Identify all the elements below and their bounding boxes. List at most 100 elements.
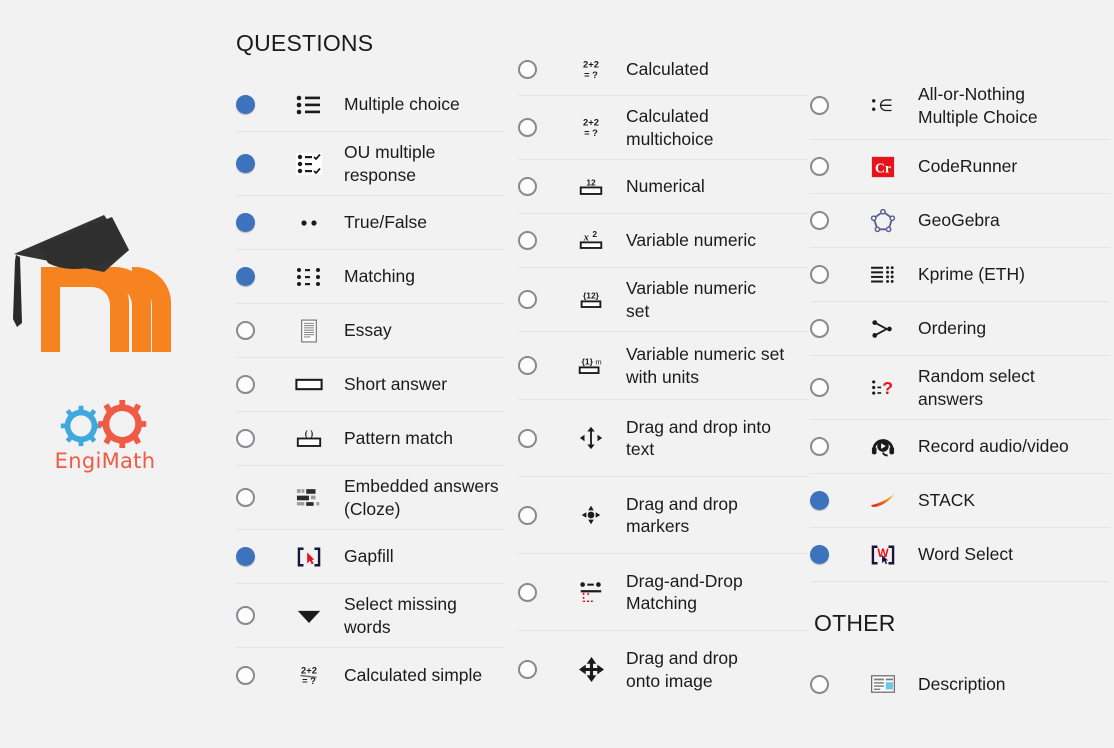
- question-type-true-false[interactable]: True/False: [236, 196, 504, 250]
- radio-word-select[interactable]: [810, 545, 829, 564]
- radio-calculated[interactable]: [518, 60, 537, 79]
- question-type-label: Embedded answers (Cloze): [344, 476, 499, 519]
- question-type-label: Matching: [344, 266, 416, 287]
- question-type-drag-drop-image[interactable]: Drag and drop onto image: [518, 631, 808, 708]
- multiple-choice-icon: [286, 94, 332, 116]
- question-type-stack[interactable]: STACK: [810, 474, 1110, 528]
- question-list-2: 2+2 = ? Calculated 2+2 = ? Calculated mu…: [518, 44, 808, 708]
- question-type-drag-drop-text[interactable]: Drag and drop into text: [518, 400, 808, 477]
- question-type-ordering[interactable]: Ordering: [810, 302, 1110, 356]
- radio-pattern-match[interactable]: [236, 429, 255, 448]
- radio-drag-drop-markers[interactable]: [518, 505, 537, 525]
- radio-embedded-answers[interactable]: [236, 488, 255, 507]
- drag-drop-text-icon: [568, 425, 614, 451]
- drag-drop-image-icon: [568, 656, 614, 683]
- svg-text:m: m: [595, 358, 601, 367]
- radio-drag-drop-text[interactable]: [518, 428, 537, 448]
- record-av-icon: [860, 435, 906, 459]
- question-type-label: Drag and drop into text: [626, 416, 771, 459]
- variable-numeric-icon: x 2: [568, 229, 614, 252]
- question-type-variable-numeric-set[interactable]: {12} Variable numeric set: [518, 268, 808, 332]
- question-type-record-av[interactable]: Record audio/video: [810, 420, 1110, 474]
- radio-ordering[interactable]: [810, 319, 829, 338]
- radio-drag-drop-image[interactable]: [518, 660, 537, 679]
- question-type-word-select[interactable]: W Word Select: [810, 528, 1110, 582]
- question-type-random-select[interactable]: ? Random select answers: [810, 356, 1110, 420]
- radio-kprime[interactable]: [810, 265, 829, 284]
- coderunner-icon: Cr: [860, 155, 906, 179]
- radio-all-or-nothing[interactable]: [810, 96, 829, 115]
- question-type-drag-drop-markers[interactable]: Drag and drop markers: [518, 477, 808, 554]
- stack-icon: [860, 491, 906, 510]
- ordering-icon: [860, 318, 906, 340]
- radio-calculated-simple[interactable]: [236, 665, 255, 685]
- calculated-multichoice-icon: 2+2 = ?: [568, 116, 614, 139]
- question-type-geogebra[interactable]: GeoGebra: [810, 194, 1110, 248]
- radio-select-missing-words[interactable]: [236, 606, 255, 625]
- radio-ou-multiple-response[interactable]: [236, 154, 255, 173]
- question-type-ou-multiple-response[interactable]: OU multiple response: [236, 132, 504, 196]
- question-type-description[interactable]: Description: [810, 659, 1110, 709]
- question-type-label: Calculated multichoice: [626, 106, 714, 149]
- radio-matching[interactable]: [236, 267, 255, 286]
- question-type-essay[interactable]: Essay: [236, 304, 504, 358]
- question-type-drag-drop-matching[interactable]: Drag-and-Drop Matching: [518, 554, 808, 631]
- radio-stack[interactable]: [810, 491, 829, 510]
- question-type-embedded-answers[interactable]: Embedded answers (Cloze): [236, 466, 504, 530]
- questions-heading: QUESTIONS: [236, 30, 374, 56]
- pattern-match-icon: ( ): [286, 427, 332, 450]
- question-type-all-or-nothing[interactable]: ∈ All-or-Nothing Multiple Choice: [810, 72, 1110, 140]
- radio-multiple-choice[interactable]: [236, 95, 255, 114]
- calculated-icon: 2+2 = ?: [568, 58, 614, 81]
- radio-numerical[interactable]: [518, 177, 537, 196]
- radio-calculated-multichoice[interactable]: [518, 118, 537, 137]
- question-type-variable-numeric-set-units[interactable]: {1} m Variable numeric set with units: [518, 332, 808, 400]
- question-type-label: CodeRunner: [918, 156, 1018, 177]
- radio-gapfill[interactable]: [236, 547, 255, 566]
- question-type-label: OU multiple response: [344, 142, 436, 185]
- question-type-short-answer[interactable]: Short answer: [236, 358, 504, 412]
- question-type-calculated[interactable]: 2+2 = ? Calculated: [518, 44, 808, 96]
- question-type-label: Short answer: [344, 374, 448, 395]
- kprime-icon: [860, 264, 906, 286]
- question-type-gapfill[interactable]: Gapfill: [236, 530, 504, 584]
- question-type-calculated-multichoice[interactable]: 2+2 = ? Calculated multichoice: [518, 96, 808, 160]
- question-type-pattern-match[interactable]: ( ) Pattern match: [236, 412, 504, 466]
- radio-drag-drop-matching[interactable]: [518, 582, 537, 602]
- question-type-numerical[interactable]: 12 Numerical: [518, 160, 808, 214]
- question-type-multiple-choice[interactable]: Multiple choice: [236, 78, 504, 132]
- svg-text:12: 12: [586, 178, 596, 188]
- variable-numeric-set-units-icon: {1} m: [568, 354, 614, 377]
- radio-coderunner[interactable]: [810, 157, 829, 176]
- other-heading: OTHER: [814, 610, 896, 636]
- calculated-simple-icon: 2+2 = ?: [286, 664, 332, 687]
- gapfill-icon: [286, 546, 332, 568]
- radio-variable-numeric[interactable]: [518, 231, 537, 250]
- radio-description[interactable]: [810, 674, 829, 694]
- radio-variable-numeric-set-units[interactable]: [518, 356, 537, 375]
- question-type-select-missing-words[interactable]: Select missing words: [236, 584, 504, 648]
- select-missing-words-icon: [286, 606, 332, 625]
- engimath-logo: EngiMath: [30, 400, 180, 475]
- question-type-matching[interactable]: Matching: [236, 250, 504, 304]
- random-select-icon: ?: [860, 376, 906, 399]
- question-type-label: Calculated: [626, 59, 709, 80]
- radio-essay[interactable]: [236, 321, 255, 340]
- radio-short-answer[interactable]: [236, 375, 255, 394]
- question-type-label: Gapfill: [344, 546, 394, 567]
- question-type-coderunner[interactable]: Cr CodeRunner: [810, 140, 1110, 194]
- question-type-label: Drag and drop markers: [626, 493, 738, 536]
- question-type-kprime[interactable]: Kprime (ETH): [810, 248, 1110, 302]
- question-type-variable-numeric[interactable]: x 2 Variable numeric: [518, 214, 808, 268]
- radio-record-av[interactable]: [810, 437, 829, 456]
- question-type-calculated-simple[interactable]: 2+2 = ? Calculated simple: [236, 648, 504, 702]
- short-answer-icon: [286, 377, 332, 392]
- radio-variable-numeric-set[interactable]: [518, 290, 537, 309]
- word-select-icon: W: [860, 544, 906, 566]
- radio-geogebra[interactable]: [810, 211, 829, 230]
- radio-random-select[interactable]: [810, 378, 829, 397]
- all-or-nothing-icon: ∈: [860, 94, 906, 117]
- radio-true-false[interactable]: [236, 213, 255, 232]
- question-type-label: Numerical: [626, 176, 705, 197]
